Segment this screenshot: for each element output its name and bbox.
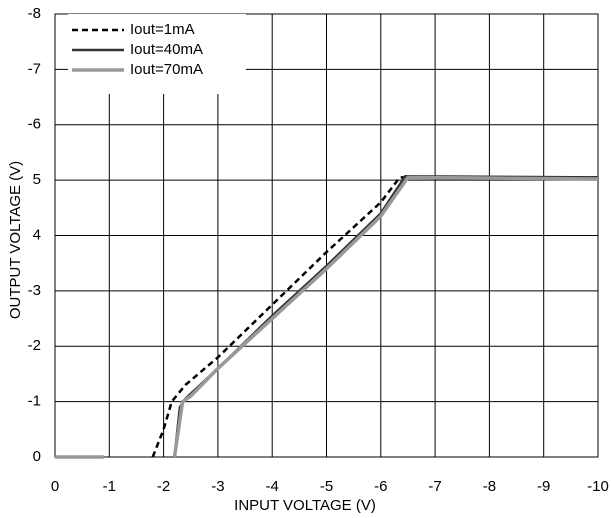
y-tick-label: -1 bbox=[28, 393, 41, 410]
x-tick-label: -4 bbox=[266, 478, 279, 495]
x-tick-label: -10 bbox=[587, 478, 609, 495]
legend-label: Iout=1mA bbox=[130, 21, 195, 38]
data-line bbox=[55, 175, 599, 459]
y-tick-label: -2 bbox=[28, 337, 41, 354]
x-tick-label: 0 bbox=[51, 478, 59, 495]
y-tick-label: -7 bbox=[28, 60, 41, 77]
data-line bbox=[151, 176, 598, 458]
x-tick-label: -7 bbox=[428, 478, 441, 495]
y-tick-label: 5 bbox=[33, 171, 41, 188]
y-tick-label: -6 bbox=[28, 116, 41, 133]
legend-label: Iout=40mA bbox=[130, 41, 203, 58]
x-tick-label: -6 bbox=[374, 478, 387, 495]
y-tick-label: -3 bbox=[28, 282, 41, 299]
y-tick-label: -8 bbox=[28, 5, 41, 22]
x-tick-label: -5 bbox=[320, 478, 333, 495]
x-tick-label: -3 bbox=[211, 478, 224, 495]
x-tick-label: -1 bbox=[103, 478, 116, 495]
x-tick-label: -9 bbox=[537, 478, 550, 495]
legend-label: Iout=70mA bbox=[130, 61, 203, 78]
legend-box bbox=[68, 14, 246, 94]
y-axis-title: OUTPUT VOLTAGE (V) bbox=[7, 161, 24, 319]
x-tick-label: -2 bbox=[157, 478, 170, 495]
x-axis-title: INPUT VOLTAGE (V) bbox=[234, 497, 376, 514]
y-tick-label: 0 bbox=[33, 448, 41, 465]
x-tick-label: -8 bbox=[483, 478, 496, 495]
y-tick-label: 4 bbox=[33, 226, 41, 243]
